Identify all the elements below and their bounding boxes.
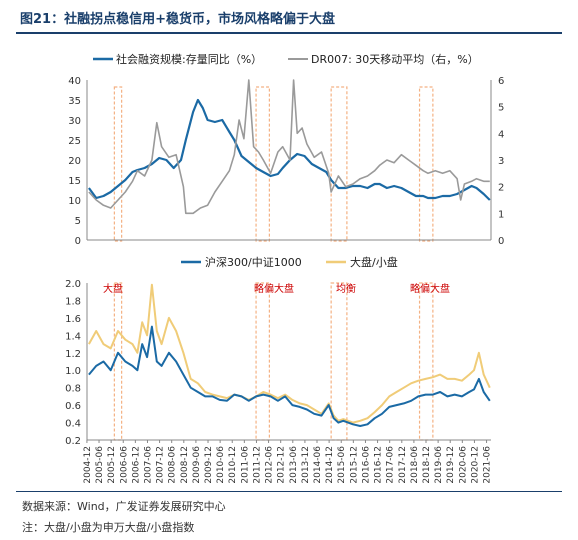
x-tick-label: 2014-06 (313, 446, 323, 484)
y-tick-label: 0.4 (65, 419, 81, 430)
x-tick-label: 2004-12 (83, 446, 93, 484)
y-left-tick-label: 30 (68, 116, 81, 127)
y-left-tick-label: 0 (75, 236, 81, 247)
y-right-tick-label: 0 (498, 236, 504, 247)
legend-label-hs300-zz1000: 沪深300/中证1000 (205, 255, 302, 269)
x-tick-label: 2012-12 (277, 446, 287, 484)
y-left-tick-label: 5 (75, 216, 81, 227)
annotation-slightly-large-2: 略偏大盘 (410, 282, 450, 295)
y-tick-label: 1.2 (65, 349, 81, 360)
y-left-tick-label: 15 (68, 176, 81, 187)
x-tick-label: 2015-06 (337, 446, 347, 484)
period-band (330, 86, 348, 242)
x-tick-label: 2019-12 (446, 446, 456, 484)
y-right-tick-label: 2 (498, 183, 504, 194)
period-band (113, 86, 123, 242)
annotation-balanced: 均衡 (336, 283, 356, 295)
y-right-tick-label: 5 (498, 103, 504, 114)
x-tick-label: 2018-06 (410, 446, 420, 484)
source-note: 数据来源：Wind，广发证券发展研究中心 (22, 500, 226, 513)
series-line-hs300-zz1000 (88, 325, 491, 427)
x-tick-label: 2008-12 (180, 446, 190, 484)
x-tick-label: 2016-12 (374, 446, 384, 484)
y-tick-label: 2.0 (65, 279, 81, 290)
x-tick-label: 2006-06 (119, 446, 129, 484)
period-band (418, 282, 434, 441)
y-right-tick-label: 3 (498, 156, 504, 167)
x-tick-label: 2020-06 (458, 446, 468, 484)
legend-label-dr007: DR007: 30天移动平均（右，%） (311, 52, 479, 66)
top-legend: 社会融资规模:存量同比（%） DR007: 30天移动平均（右，%） (93, 52, 479, 66)
figure-title: 图21：社融拐点稳信用+稳货币，市场风格略偏于大盘 (20, 12, 335, 27)
y-left-tick-label: 20 (68, 156, 81, 167)
y-tick-label: 1.8 (65, 296, 81, 307)
y-tick-label: 0.8 (65, 384, 81, 395)
x-tick-label: 2009-06 (192, 446, 202, 484)
x-tick-label: 2017-06 (386, 446, 396, 484)
y-tick-label: 1.6 (65, 314, 81, 325)
top-series (88, 79, 491, 215)
x-tick-label: 2018-12 (422, 446, 432, 484)
top-axes: 0 5 10 15 20 25 30 35 40 0 1 2 3 4 5 6 (68, 76, 504, 247)
y-right-tick-label: 1 (498, 209, 504, 220)
period-band (255, 282, 270, 441)
chart-canvas: 0 5 10 15 20 25 30 35 40 0 1 2 3 4 5 6 社会融资规模:存量同比（%） D… (65, 52, 504, 484)
period-band (113, 282, 123, 441)
bottom-legend: 沪深300/中证1000 大盘/小盘 (181, 255, 398, 269)
x-tick-label: 2019-06 (434, 446, 444, 484)
y-right-tick-label: 4 (498, 129, 504, 140)
x-tick-label: 2014-12 (325, 446, 335, 484)
series-line-large-small (88, 283, 491, 424)
chart-top: 0 5 10 15 20 25 30 35 40 0 1 2 3 4 5 6 社会融资规模:存量同比（%） D… (68, 52, 504, 247)
x-tick-label: 2017-12 (398, 446, 408, 484)
x-tick-label: 2009-12 (204, 446, 214, 484)
x-tick-label: 2011-12 (252, 446, 262, 484)
x-tick-label: 2020-12 (470, 446, 480, 484)
footnote: 注：大盘/小盘为申万大盘/小盘指数 (22, 521, 195, 534)
period-band (418, 86, 434, 242)
x-tick-label: 2008-06 (168, 446, 178, 484)
y-left-tick-label: 25 (68, 136, 81, 147)
bottom-axes: 0.2 0.4 0.6 0.8 1.0 1.2 1.4 1.6 1.8 2.0 (65, 279, 491, 447)
y-left-tick-label: 10 (68, 196, 81, 207)
x-tick-label: 2011-06 (240, 446, 250, 484)
x-tick-label: 2010-12 (228, 446, 238, 484)
legend-label-social-financing: 社会融资规模:存量同比（%） (116, 52, 262, 66)
series-line-dr007 (88, 79, 490, 215)
x-tick-label: 2015-12 (349, 446, 359, 484)
x-tick-label: 2005-12 (107, 446, 117, 484)
y-tick-label: 0.2 (65, 436, 81, 447)
annotation-slightly-large-1: 略偏大盘 (254, 282, 294, 295)
x-tick-label: 2010-06 (216, 446, 226, 484)
y-right-tick-label: 6 (498, 76, 504, 87)
x-tick-label: 2021-06 (483, 446, 493, 484)
style-annotations: 大盘 略偏大盘 均衡 略偏大盘 (103, 282, 450, 295)
x-tick-label: 2007-06 (143, 446, 153, 484)
footer-divider (16, 491, 562, 492)
x-tick-label: 2013-06 (289, 446, 299, 484)
x-tick-label: 2006-12 (131, 446, 141, 484)
x-tick-label: 2012-06 (265, 446, 275, 484)
y-left-tick-label: 40 (68, 76, 81, 87)
series-line-social-financing (88, 98, 491, 201)
annotation-large-cap: 大盘 (103, 282, 123, 295)
period-band (255, 86, 270, 242)
y-left-tick-label: 35 (68, 96, 81, 107)
x-axis-labels: 2004-12 2005-06 2005-12 2006-06 2006-12 2007-… (83, 440, 493, 484)
legend-label-large-small: 大盘/小盘 (350, 255, 398, 269)
x-tick-label: 2005-06 (95, 446, 105, 484)
y-tick-label: 1.0 (65, 366, 81, 377)
title-divider (16, 32, 562, 34)
x-tick-label: 2016-06 (361, 446, 371, 484)
bottom-series (88, 283, 491, 427)
x-tick-label: 2013-12 (301, 446, 311, 484)
y-tick-label: 0.6 (65, 401, 81, 412)
chart-bottom: 0.2 0.4 0.6 0.8 1.0 1.2 1.4 1.6 1.8 2.0 沪深300/中证1… (65, 255, 491, 447)
y-tick-label: 1.4 (65, 331, 81, 342)
x-tick-label: 2007-12 (156, 446, 166, 484)
